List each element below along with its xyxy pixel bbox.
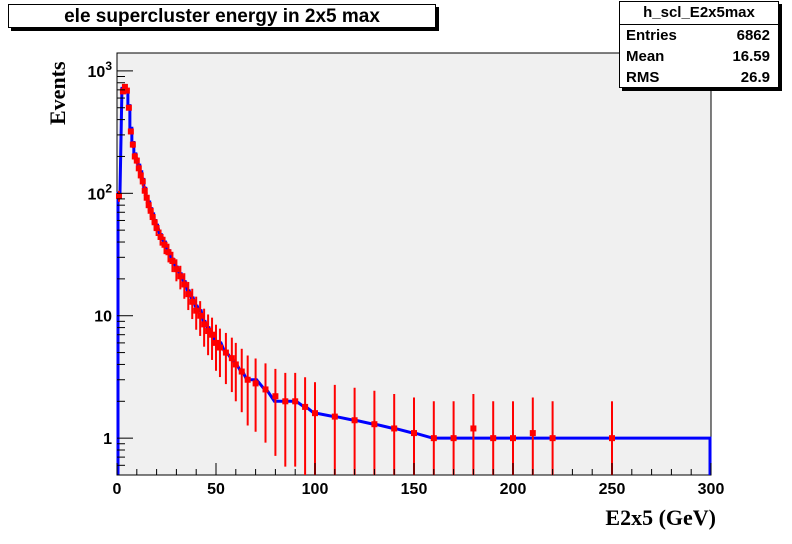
red-data-marker: [228, 355, 235, 362]
red-data-marker: [262, 386, 269, 393]
stats-row-entries: Entries 6862: [620, 25, 778, 46]
red-data-marker: [125, 104, 132, 111]
red-data-marker: [302, 403, 309, 410]
red-data-marker: [292, 398, 299, 405]
red-data-marker: [312, 410, 318, 417]
chart-title-text: ele supercluster energy in 2x5 max: [64, 6, 380, 27]
stats-entries-label: Entries: [626, 27, 677, 44]
x-tick-label: 100: [302, 481, 329, 498]
red-data-marker: [252, 380, 259, 387]
x-tick-label: 150: [401, 481, 428, 498]
x-tick-label: 0: [113, 481, 122, 498]
x-axis-label: E2x5 (GeV): [605, 505, 716, 530]
stats-row-rms: RMS 26.9: [620, 67, 778, 88]
red-data-marker: [177, 273, 184, 280]
stats-row-mean: Mean 16.59: [620, 46, 778, 67]
red-data-marker: [201, 321, 208, 328]
red-data-marker: [157, 233, 164, 240]
red-data-marker: [139, 178, 146, 185]
red-data-marker: [391, 425, 398, 432]
red-data-marker: [141, 187, 148, 194]
red-data-marker: [193, 307, 200, 314]
red-data-marker: [165, 249, 172, 256]
red-data-marker: [510, 435, 516, 442]
stats-rms-value: 26.9: [740, 69, 770, 86]
y-tick-label: 102: [88, 181, 113, 203]
red-data-marker: [371, 421, 378, 428]
red-data-marker: [123, 87, 130, 94]
y-tick-label: 103: [88, 59, 113, 81]
red-data-marker: [238, 368, 245, 375]
red-data-marker: [181, 281, 188, 288]
red-data-marker: [549, 435, 556, 442]
red-data-marker: [153, 225, 160, 232]
red-data-marker: [161, 241, 168, 248]
red-data-marker: [205, 328, 212, 335]
stats-mean-label: Mean: [626, 48, 665, 65]
red-data-marker: [244, 376, 251, 383]
red-data-marker: [430, 435, 437, 442]
red-data-marker: [450, 435, 457, 442]
red-data-marker: [529, 430, 536, 437]
red-data-marker: [411, 430, 417, 437]
red-data-marker: [331, 413, 338, 420]
stats-box: h_scl_E2x5max Entries 6862 Mean 16.59 RM…: [619, 1, 779, 88]
x-tick-label: 300: [698, 481, 725, 498]
red-data-marker: [189, 298, 196, 305]
red-data-marker: [173, 266, 180, 273]
chart-title: ele supercluster energy in 2x5 max: [8, 4, 436, 28]
red-data-marker: [133, 157, 140, 164]
red-data-marker: [145, 202, 152, 209]
red-data-marker: [490, 435, 497, 442]
red-data-marker: [351, 417, 358, 424]
y-axis-label: Events: [45, 61, 70, 125]
series-layer: [115, 83, 712, 475]
stats-histogram-name: h_scl_E2x5max: [620, 2, 778, 25]
red-data-marker: [222, 349, 229, 356]
x-tick-label: 250: [599, 481, 626, 498]
red-data-marker: [135, 165, 142, 172]
red-data-marker: [151, 219, 158, 226]
red-data-marker: [115, 193, 122, 200]
red-data-marker: [185, 291, 192, 298]
stats-entries-value: 6862: [736, 27, 770, 44]
red-data-marker: [147, 207, 154, 214]
stats-mean-value: 16.59: [732, 48, 770, 65]
red-data-marker: [121, 83, 128, 90]
red-data-marker: [149, 214, 156, 221]
y-tick-label: 10: [94, 309, 112, 326]
red-data-marker: [143, 194, 150, 201]
red-data-marker: [131, 153, 138, 160]
red-data-marker: [127, 128, 134, 135]
red-data-marker: [272, 393, 279, 400]
x-tick-label: 200: [500, 481, 527, 498]
red-data-marker: [216, 344, 223, 351]
red-data-marker: [129, 141, 136, 148]
x-tick-label: 50: [207, 481, 225, 498]
stats-rms-label: RMS: [626, 69, 660, 86]
red-data-marker: [609, 435, 615, 442]
red-data-marker: [209, 331, 216, 338]
red-data-marker: [470, 425, 477, 432]
red-data-marker: [197, 312, 204, 319]
red-data-marker: [282, 398, 289, 405]
red-data-marker: [213, 339, 219, 346]
y-tick-label: 1: [103, 431, 112, 448]
red-data-marker: [169, 257, 176, 264]
red-data-marker: [137, 172, 144, 179]
red-data-marker: [232, 361, 239, 368]
red-data-marker: [119, 88, 126, 95]
